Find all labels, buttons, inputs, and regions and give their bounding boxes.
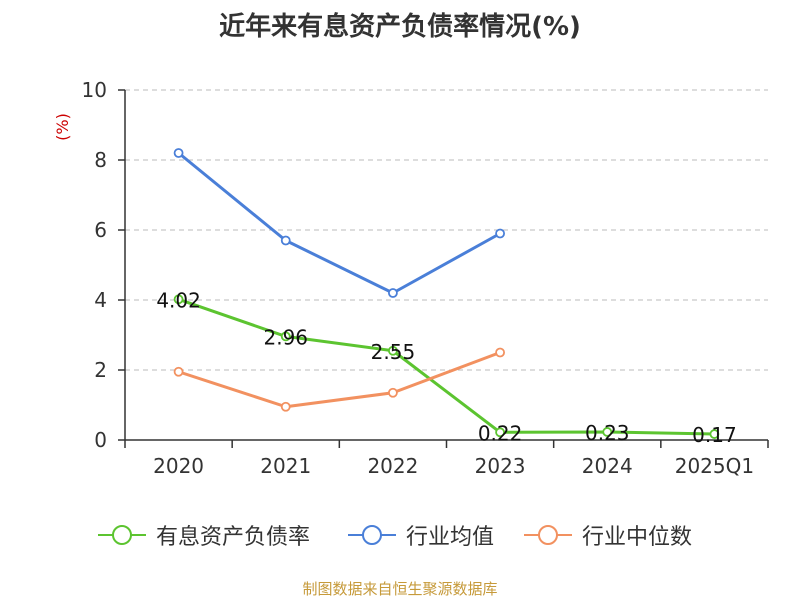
legend-item-industry-median[interactable]: 行业中位数: [522, 520, 692, 550]
legend-label-debt-ratio: 有息资产负债率: [156, 525, 311, 550]
data-point: [173, 366, 184, 377]
legend-marker-industry-mean: [348, 525, 396, 545]
data-point: [495, 347, 505, 358]
series-lines: [173, 148, 720, 439]
series-line-1: [177, 151, 501, 295]
series-line-0: [178, 297, 715, 436]
data-label: 4.02: [156, 288, 201, 312]
data-point: [173, 148, 184, 158]
x-tick-label: 2020: [153, 454, 204, 478]
y-tick-label: 8: [94, 148, 107, 172]
data-point: [280, 401, 291, 412]
x-tick-label: 2023: [475, 454, 526, 478]
data-point: [280, 235, 291, 246]
data-point: [388, 288, 398, 298]
y-axis-label: (%): [53, 113, 72, 141]
chart-title: 近年来有息资产负债率情况(%): [219, 12, 581, 42]
series-line-2: [178, 351, 501, 409]
data-point: [495, 228, 505, 239]
legend-label-industry-mean: 行业均值: [406, 525, 495, 550]
legend-label-industry-median: 行业中位数: [582, 525, 693, 550]
x-tick-label: 2021: [260, 454, 311, 478]
x-tick-label: 2025Q1: [675, 454, 754, 478]
data-label: 2.55: [371, 340, 416, 364]
data-label: 2.96: [263, 325, 308, 349]
data-point: [602, 427, 613, 437]
data-label: 0.22: [478, 421, 523, 445]
data-labels: 4.02 2.96 2.55 0.22 0.23 0.17: [156, 288, 736, 447]
data-point: [709, 429, 720, 439]
data-point: [173, 294, 184, 305]
legend-marker-debt-ratio: [98, 525, 146, 545]
x-tick-label: 2024: [582, 454, 633, 478]
data-point: [495, 427, 505, 438]
data-source-note: 制图数据来自恒生聚源数据库: [302, 580, 498, 598]
y-tick-label: 10: [82, 78, 107, 102]
data-point: [388, 345, 398, 356]
legend-marker-industry-median: [524, 525, 572, 545]
data-point: [388, 387, 398, 398]
axes: 0 2 4 6 8 10 2020 2021 2022 2023 2024 2025Q1 (%): [53, 78, 769, 478]
data-label: 0.23: [585, 421, 630, 445]
data-point: [280, 331, 291, 342]
y-tick-label: 6: [94, 218, 107, 242]
data-label: 0.17: [692, 423, 737, 447]
y-tick-label: 4: [94, 288, 107, 312]
x-tick-label: 2022: [367, 454, 418, 478]
legend-item-industry-mean[interactable]: 行业均值: [346, 520, 494, 550]
grid-lines: [125, 89, 768, 371]
legend-item-debt-ratio[interactable]: 有息资产负债率: [96, 520, 310, 550]
y-tick-label: 0: [94, 428, 107, 452]
y-tick-label: 2: [94, 358, 107, 382]
